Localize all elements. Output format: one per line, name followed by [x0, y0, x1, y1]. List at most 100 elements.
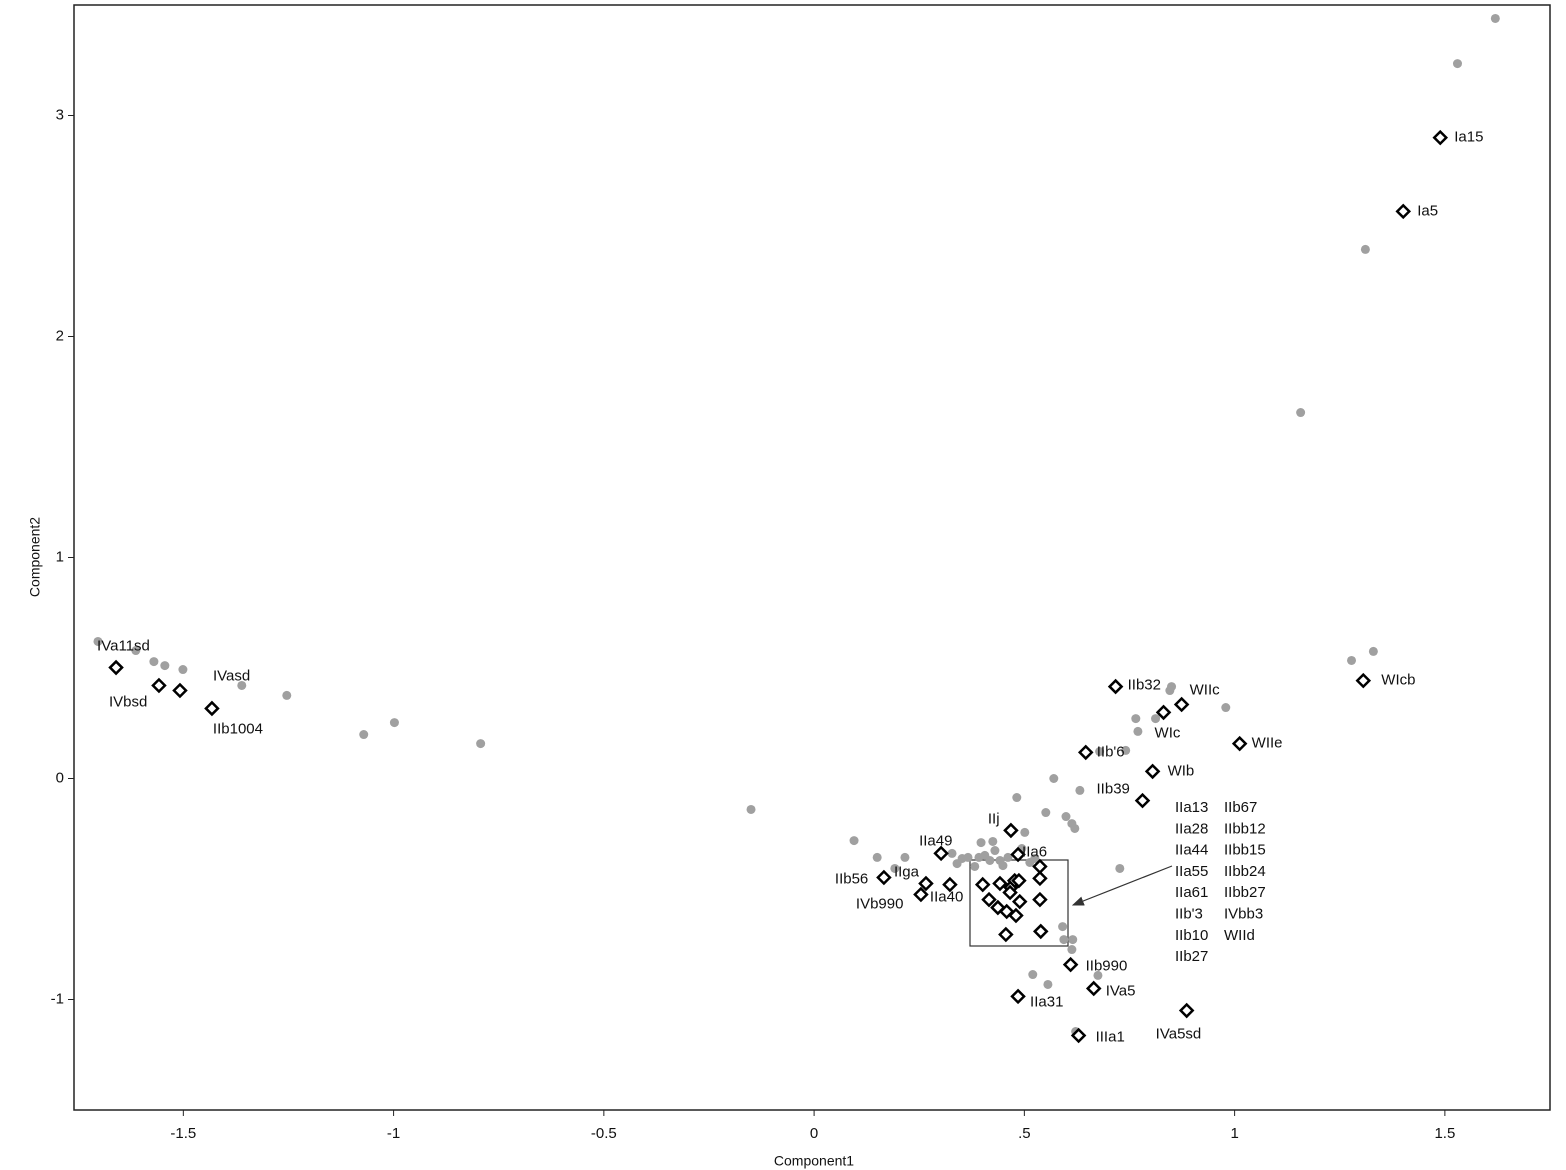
- y-tick-label: 0: [56, 769, 64, 786]
- dot-point: [1041, 808, 1051, 818]
- dot-point: [1020, 827, 1030, 837]
- point-label: Ia15: [1454, 129, 1483, 146]
- y-tick-label: -1: [51, 990, 64, 1007]
- annotation-arrow: [1071, 865, 1173, 906]
- dot-point: [1165, 686, 1175, 696]
- dot-point: [237, 680, 247, 690]
- diamond-point: [1155, 704, 1172, 721]
- annotation-label: IIb67: [1224, 799, 1257, 816]
- diamond-point: [1011, 872, 1027, 889]
- diamond-point: [1144, 763, 1161, 780]
- x-tick-label: 1: [1230, 1125, 1238, 1142]
- diamond-point: [1008, 907, 1024, 924]
- annotation-label: IIbb27: [1224, 884, 1266, 901]
- annotation-label: WIId: [1224, 927, 1255, 944]
- annotation-label: IIa44: [1175, 842, 1208, 859]
- point-label: WIIe: [1252, 735, 1283, 752]
- diamond-point: [151, 677, 167, 694]
- dot-point: [1049, 774, 1059, 783]
- diamond-point: [998, 926, 1014, 943]
- dot-point: [849, 836, 859, 846]
- point-label: IIb990: [1086, 958, 1128, 975]
- point-label: IIa49: [919, 832, 952, 849]
- dot-point: [872, 852, 882, 862]
- diamond-point: [108, 659, 124, 676]
- diamond-point: [1085, 980, 1102, 997]
- dot-point: [1075, 785, 1085, 795]
- dot-point: [1070, 823, 1080, 833]
- annotation-label: IIa55: [1175, 863, 1208, 880]
- annotation-label: IIa61: [1175, 884, 1208, 901]
- dot-point: [1151, 714, 1161, 724]
- x-tick-label: .5: [1018, 1125, 1031, 1142]
- dot-point: [1131, 714, 1141, 724]
- annotation-label: IIb10: [1175, 927, 1208, 944]
- dot-point: [890, 863, 900, 873]
- diamond-point: [1107, 678, 1124, 695]
- dot-point: [1028, 970, 1038, 980]
- y-axis-title: Component2: [27, 517, 43, 597]
- dot-point: [1067, 945, 1077, 955]
- point-label: IIa40: [930, 889, 963, 906]
- diamond-point: [998, 903, 1015, 920]
- dot-point: [947, 848, 957, 858]
- annotation-label: IVbb3: [1224, 905, 1263, 922]
- diamond-point: [942, 876, 958, 893]
- dot-point: [1115, 863, 1125, 873]
- dot-point: [1221, 703, 1231, 713]
- dot-point: [93, 636, 103, 646]
- dot-point: [1059, 935, 1069, 945]
- diamond-point: [1134, 792, 1151, 809]
- diamond-point: [1070, 1027, 1087, 1044]
- annotation-label: IIa28: [1175, 820, 1208, 837]
- x-tick-label: -1: [387, 1125, 400, 1142]
- diamond-point: [981, 891, 997, 908]
- diamond-point: [1178, 1002, 1195, 1019]
- point-label: IIb'6: [1097, 743, 1125, 760]
- y-tick-label: 1: [56, 548, 64, 565]
- diamond-point: [1003, 822, 1019, 839]
- point-label: IVb990: [856, 895, 904, 912]
- point-label: IVasd: [213, 668, 250, 685]
- diamond-point: [992, 875, 1008, 892]
- point-label: WIb: [1168, 762, 1195, 779]
- point-label: IIb32: [1128, 677, 1161, 694]
- dot-point: [985, 855, 995, 865]
- diamond-point: [1231, 735, 1248, 752]
- dot-point: [1093, 970, 1103, 980]
- point-label: IIb39: [1097, 781, 1130, 798]
- dot-point: [746, 804, 756, 814]
- dot-point: [1490, 13, 1500, 23]
- annotation-label: IIa13: [1175, 799, 1208, 816]
- point-label: IIa31: [1030, 993, 1063, 1010]
- dot-point: [149, 657, 159, 667]
- point-label: IIb56: [835, 870, 868, 887]
- point-label: IVa5: [1106, 982, 1136, 999]
- dot-point: [976, 838, 986, 848]
- x-tick-label: -1.5: [170, 1125, 196, 1142]
- diamond-point: [172, 682, 188, 699]
- dot-point: [970, 861, 980, 871]
- diamond-point: [1032, 870, 1048, 887]
- point-label: IIj: [988, 810, 1000, 827]
- point-label: IIga: [894, 863, 920, 880]
- x-tick-label: 1.5: [1434, 1125, 1455, 1142]
- point-label: IIb1004: [213, 720, 263, 737]
- annotation-label: IIbb15: [1224, 842, 1266, 859]
- diamond-point: [876, 869, 892, 886]
- dot-point: [963, 852, 973, 862]
- dot-point: [1296, 408, 1306, 418]
- point-label: WIIc: [1190, 681, 1220, 698]
- diamond-point: [1002, 884, 1018, 901]
- annotation-label: IIbb12: [1224, 820, 1266, 837]
- point-label: IIIa1: [1096, 1028, 1125, 1045]
- diamond-point: [1355, 672, 1372, 689]
- plot-frame: [73, 4, 1551, 1111]
- dot-point: [1058, 922, 1068, 932]
- dot-point: [160, 661, 170, 671]
- dot-point: [1452, 59, 1462, 69]
- diamond-point: [918, 875, 934, 892]
- point-label: WIcb: [1381, 672, 1415, 689]
- y-tick-label: 3: [56, 106, 64, 123]
